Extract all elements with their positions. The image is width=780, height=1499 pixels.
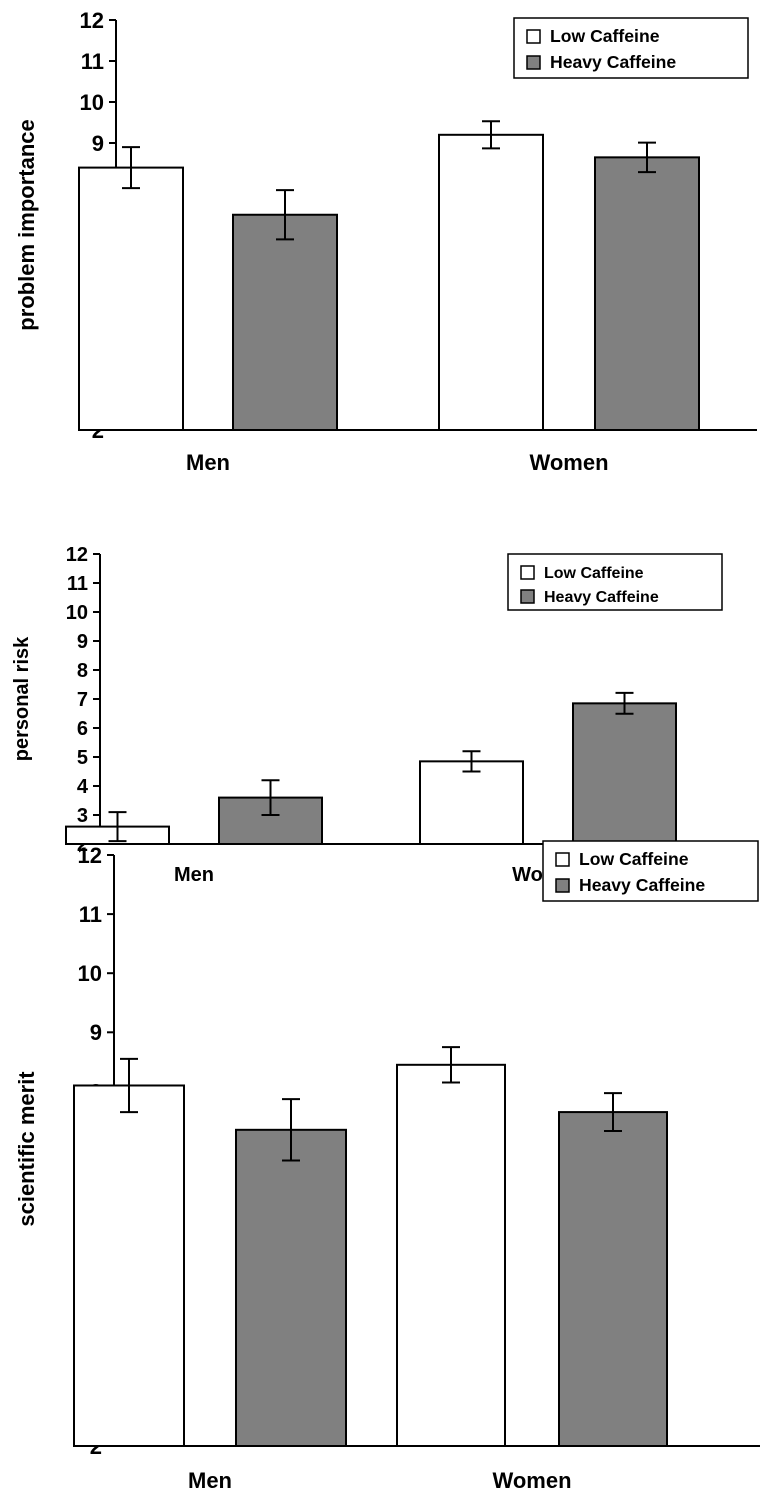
chart-3-bar-women-low [396, 1063, 506, 1448]
chart-1-y-axis-title: problem importance [14, 119, 39, 330]
chart-1-bar-women-low [438, 133, 544, 432]
chart-3-legend-label-low: Low Caffeine [579, 849, 689, 869]
chart-2-legend-swatch-low [520, 565, 535, 580]
chart-2-y-axis-title: personal risk [11, 636, 33, 761]
chart-2-y-tick-label: 3 [77, 805, 88, 827]
chart-3-bar-men-low [73, 1084, 185, 1447]
chart-2-y-tick-label: 6 [77, 718, 88, 740]
chart-3-y-tick-label: 9 [90, 1020, 102, 1045]
chart-2-y-tick-label: 4 [77, 776, 89, 798]
chart-1-legend-label-low: Low Caffeine [550, 26, 660, 46]
chart-2-y-tick-label: 10 [66, 602, 88, 624]
chart-2-y-tick-label: 8 [77, 660, 88, 682]
chart-3-legend-label-heavy: Heavy Caffeine [579, 875, 705, 895]
chart-2-y-tick-label: 5 [77, 747, 88, 769]
chart-1-bar-women-heavy [594, 156, 700, 431]
chart-1-legend-label-heavy: Heavy Caffeine [550, 52, 676, 72]
chart-1-legend-swatch-low [526, 29, 541, 44]
chart-3-y-axis-title: scientific merit [14, 1071, 39, 1227]
chart-2-legend [507, 553, 723, 611]
chart-2-y-tick-label: 12 [66, 544, 88, 566]
chart-2-bar-women-heavy [572, 702, 677, 845]
chart-3-y-tick-label: 12 [78, 843, 102, 868]
chart-2-category-label-men: Men [174, 864, 214, 886]
chart-3-legend-swatch-heavy [555, 878, 570, 893]
chart-3-bar-women-heavy [558, 1111, 668, 1447]
chart-2-legend-swatch-heavy [520, 589, 535, 604]
chart-3-category-label-women: Women [492, 1468, 571, 1493]
chart-2-y-tick-label: 7 [77, 689, 88, 711]
chart-1-category-label-women: Women [529, 450, 608, 475]
chart-1-bar-men-low [78, 166, 184, 431]
chart-3-bar-men-heavy [235, 1128, 347, 1447]
chart-3-category-label-men: Men [188, 1468, 232, 1493]
chart-1-y-tick-label: 11 [81, 49, 104, 74]
chart-1-legend [513, 17, 749, 79]
chart-3-legend-swatch-low [555, 852, 570, 867]
chart-1-y-tick-label: 9 [92, 131, 104, 156]
chart-3-y-tick-label: 10 [78, 961, 102, 986]
chart-2-y-tick-label: 11 [67, 573, 88, 595]
chart-1-legend-swatch-heavy [526, 55, 541, 70]
chart-1-y-tick-label: 12 [80, 8, 104, 33]
chart-2-y-tick-label: 2 [77, 834, 88, 856]
chart-2-legend-label-low: Low Caffeine [544, 565, 644, 582]
chart-3-y-tick-label: 11 [79, 902, 102, 927]
chart-2-bar-women-low [419, 760, 524, 845]
chart-3-legend [542, 840, 759, 902]
chart-2-y-tick-label: 9 [77, 631, 88, 653]
chart-1-y-tick-label: 10 [80, 90, 104, 115]
chart-1-category-label-men: Men [186, 450, 230, 475]
chart-2-legend-label-heavy: Heavy Caffeine [544, 589, 659, 606]
chart-1-bar-men-heavy [232, 213, 338, 431]
